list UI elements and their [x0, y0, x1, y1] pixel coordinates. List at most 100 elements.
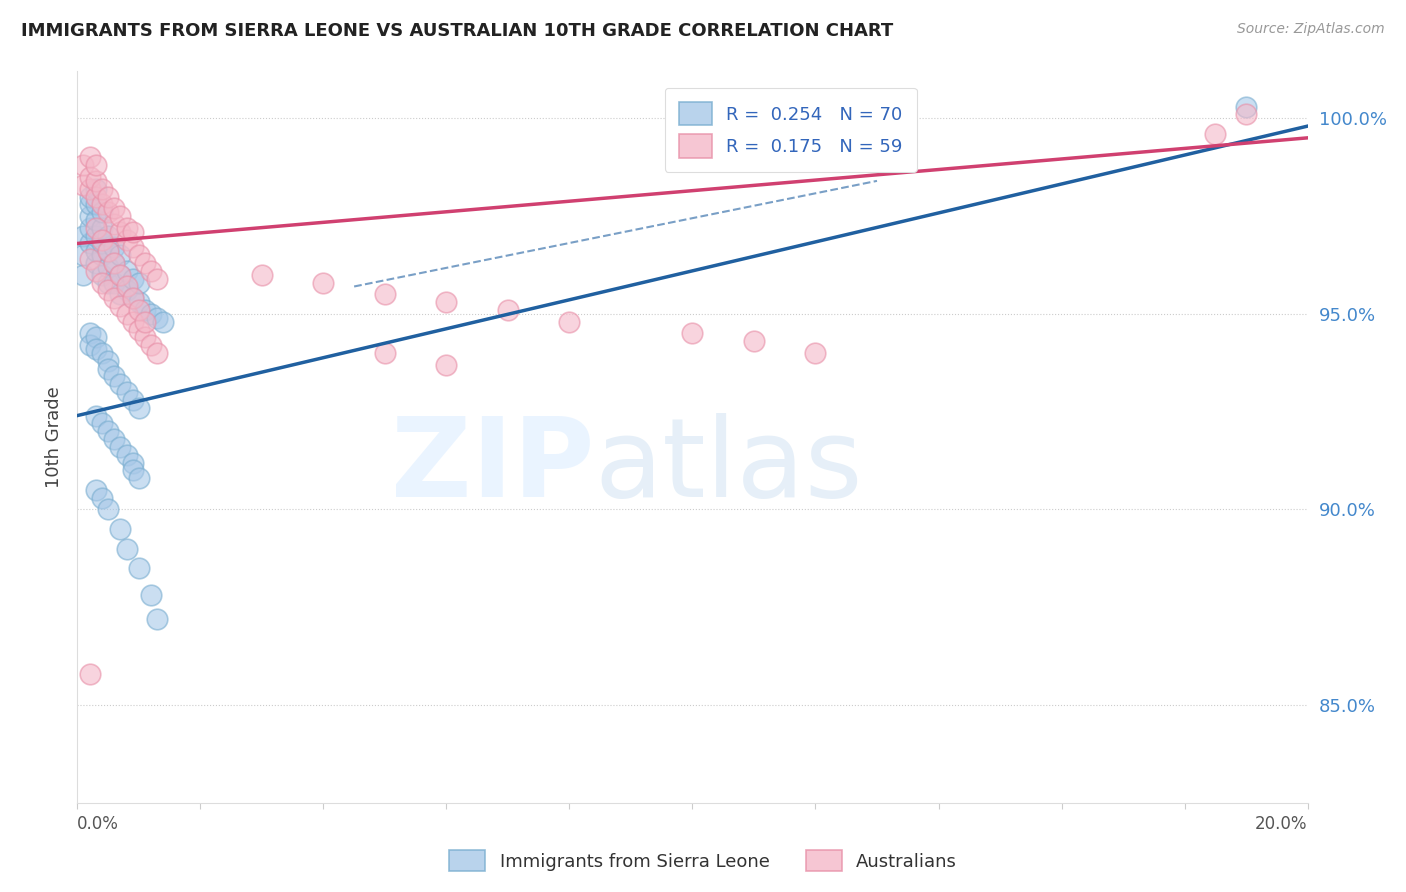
Point — [128, 302, 150, 317]
Point — [121, 392, 143, 407]
Point — [72, 158, 94, 172]
Point — [436, 358, 458, 372]
Point — [110, 248, 132, 262]
Point — [115, 279, 138, 293]
Point — [72, 178, 94, 192]
Point — [84, 256, 107, 270]
Legend: Immigrants from Sierra Leone, Australians: Immigrants from Sierra Leone, Australian… — [441, 843, 965, 879]
Point — [110, 225, 132, 239]
Text: atlas: atlas — [595, 413, 862, 520]
Point — [115, 264, 138, 278]
Point — [110, 268, 132, 282]
Point — [110, 377, 132, 392]
Point — [84, 330, 107, 344]
Point — [115, 307, 138, 321]
Point — [103, 217, 125, 231]
Point — [103, 256, 125, 270]
Point — [84, 197, 107, 211]
Point — [84, 264, 107, 278]
Point — [141, 338, 163, 352]
Point — [90, 268, 114, 282]
Point — [121, 240, 143, 254]
Text: IMMIGRANTS FROM SIERRA LEONE VS AUSTRALIAN 10TH GRADE CORRELATION CHART: IMMIGRANTS FROM SIERRA LEONE VS AUSTRALI… — [21, 22, 893, 40]
Point — [84, 174, 107, 188]
Point — [97, 353, 120, 368]
Point — [72, 268, 94, 282]
Point — [97, 424, 120, 438]
Point — [84, 409, 107, 423]
Point — [97, 244, 120, 259]
Point — [79, 338, 101, 352]
Point — [79, 182, 101, 196]
Point — [90, 182, 114, 196]
Point — [103, 201, 125, 215]
Point — [121, 456, 143, 470]
Point — [115, 284, 138, 298]
Point — [742, 334, 765, 349]
Point — [146, 346, 169, 360]
Point — [115, 541, 138, 556]
Point — [90, 248, 114, 262]
Point — [90, 220, 114, 235]
Point — [90, 233, 114, 247]
Point — [103, 276, 125, 290]
Point — [84, 158, 107, 172]
Point — [110, 268, 132, 282]
Point — [79, 150, 101, 164]
Point — [121, 291, 143, 305]
Text: ZIP: ZIP — [391, 413, 595, 520]
Point — [134, 302, 156, 317]
Point — [128, 322, 150, 336]
Point — [121, 291, 143, 305]
Point — [103, 256, 125, 270]
Point — [128, 248, 150, 262]
Point — [115, 220, 138, 235]
Point — [110, 287, 132, 301]
Point — [128, 561, 150, 575]
Point — [103, 240, 125, 254]
Point — [90, 346, 114, 360]
Point — [79, 169, 101, 184]
Point — [90, 197, 114, 211]
Point — [84, 182, 107, 196]
Point — [84, 189, 107, 203]
Point — [79, 236, 101, 251]
Point — [115, 385, 138, 400]
Point — [121, 271, 143, 285]
Point — [110, 440, 132, 454]
Text: Source: ZipAtlas.com: Source: ZipAtlas.com — [1237, 22, 1385, 37]
Point — [79, 252, 101, 266]
Point — [128, 471, 150, 485]
Point — [121, 225, 143, 239]
Point — [84, 228, 107, 243]
Point — [97, 189, 120, 203]
Point — [141, 589, 163, 603]
Point — [682, 326, 704, 341]
Point — [97, 205, 120, 219]
Point — [146, 612, 169, 626]
Point — [115, 448, 138, 462]
Point — [128, 401, 150, 415]
Point — [84, 213, 107, 227]
Point — [90, 417, 114, 431]
Point — [250, 268, 273, 282]
Point — [90, 205, 114, 219]
Point — [134, 315, 156, 329]
Point — [90, 491, 114, 505]
Point — [121, 315, 143, 329]
Point — [97, 244, 120, 259]
Point — [84, 342, 107, 356]
Point — [558, 315, 581, 329]
Point — [79, 189, 101, 203]
Point — [97, 260, 120, 274]
Point — [146, 271, 169, 285]
Point — [84, 244, 107, 259]
Point — [103, 291, 125, 305]
Point — [115, 233, 138, 247]
Point — [141, 307, 163, 321]
Point — [1204, 127, 1226, 141]
Point — [146, 310, 169, 325]
Point — [97, 228, 120, 243]
Point — [90, 236, 114, 251]
Point — [110, 522, 132, 536]
